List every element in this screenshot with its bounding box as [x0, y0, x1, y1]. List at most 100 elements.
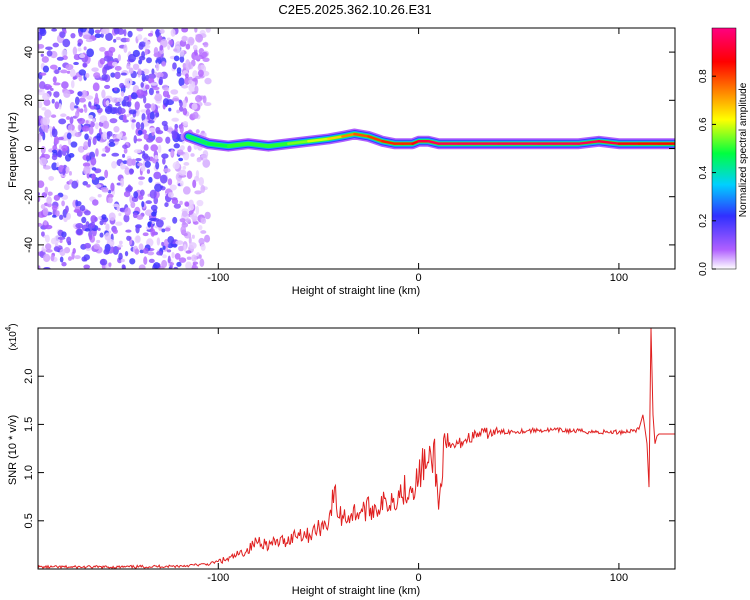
noise-speck — [159, 174, 168, 184]
noise-speck — [155, 62, 160, 72]
noise-speck — [106, 131, 113, 137]
noise-speck — [45, 249, 53, 253]
noise-speck — [96, 132, 101, 142]
ridge-core-segment — [267, 142, 290, 148]
noise-speck — [179, 124, 184, 134]
noise-speck — [161, 84, 169, 91]
noise-speck — [40, 204, 46, 210]
figure-title: C2E5.2025.362.10.26.E31 — [278, 2, 431, 17]
noise-speck — [158, 226, 163, 231]
noise-speck — [154, 154, 159, 160]
noise-speck — [77, 145, 85, 153]
noise-speck — [89, 105, 97, 110]
noise-speck — [149, 189, 157, 199]
noise-speck — [171, 130, 177, 135]
noise-speck — [84, 210, 91, 216]
noise-speck — [138, 43, 144, 50]
snr-frame — [37, 327, 676, 570]
noise-speck — [167, 255, 171, 264]
ridge-core-segment — [247, 142, 270, 148]
noise-speck — [137, 129, 143, 135]
noise-speck — [130, 92, 138, 100]
noise-speck — [153, 52, 162, 58]
noise-speck — [99, 58, 105, 65]
noise-speck — [163, 238, 169, 248]
noise-speck — [181, 84, 189, 89]
noise-speck — [83, 106, 88, 113]
noise-speck — [74, 96, 80, 106]
noise-speck — [176, 67, 182, 74]
noise-speck — [113, 87, 118, 92]
noise-speck — [190, 153, 195, 157]
noise-speck — [74, 131, 82, 138]
noise-speck — [93, 72, 101, 79]
noise-speck — [147, 120, 155, 124]
noise-speck — [148, 87, 154, 96]
noise-speck — [187, 145, 192, 153]
noise-speck — [203, 41, 209, 48]
noise-speck — [173, 203, 181, 209]
noise-speck — [95, 148, 99, 157]
snr-ticks: -100 0 100 0.5 1.0 1.5 2.0 — [23, 328, 675, 584]
noise-speck — [51, 98, 55, 104]
noise-speck — [131, 121, 135, 130]
noise-speck — [137, 68, 142, 76]
noise-speck — [83, 141, 89, 150]
y-tick-label: 20 — [23, 94, 35, 106]
noise-speck — [155, 72, 164, 78]
noise-speck — [105, 32, 113, 41]
noise-speck — [136, 89, 144, 97]
noise-speck — [145, 74, 150, 82]
noise-speck — [149, 127, 156, 133]
colorbar-ticks: 0.0 0.2 0.4 0.6 0.8 — [698, 69, 716, 276]
noise-speck — [58, 103, 62, 110]
noise-speck — [86, 95, 94, 100]
noise-speck — [101, 214, 107, 220]
noise-speck — [173, 55, 180, 62]
noise-speck — [168, 40, 173, 46]
noise-speck — [185, 261, 192, 269]
noise-speck — [138, 243, 144, 251]
noise-speck — [150, 228, 156, 237]
y-tick-label: 1.0 — [23, 465, 35, 480]
noise-speck — [115, 221, 123, 226]
snr-panel: -100 0 100 0.5 1.0 1.5 2.0 Height of straight … — [4, 323, 676, 597]
noise-speck — [99, 232, 104, 238]
noise-speck — [175, 240, 184, 245]
noise-speck — [198, 254, 202, 259]
noise-speck — [154, 93, 163, 102]
snr-x-axis-label: Height of straight line (km) — [292, 585, 420, 597]
ridge-core-segment — [577, 140, 601, 145]
noise-speck — [170, 28, 176, 37]
noise-speck — [66, 132, 72, 140]
noise-speck — [179, 100, 183, 107]
noise-speck — [115, 36, 121, 41]
noise-speck — [204, 102, 212, 107]
noise-speck — [43, 99, 51, 107]
noise-speck — [81, 216, 87, 224]
y-tick-label: 2.0 — [23, 369, 35, 384]
noise-speck — [86, 184, 91, 188]
noise-speck — [104, 232, 111, 241]
noise-speck — [104, 50, 109, 56]
noise-speck — [122, 160, 128, 165]
noise-speck — [70, 32, 76, 39]
noise-speck — [172, 118, 179, 122]
noise-speck — [178, 169, 187, 176]
noise-speck — [105, 100, 110, 106]
noise-speck — [134, 101, 140, 110]
noise-speck — [182, 121, 189, 127]
noise-speck — [83, 165, 91, 175]
noise-speck — [182, 62, 187, 69]
noise-speck — [116, 97, 124, 103]
noise-speck — [138, 264, 146, 269]
noise-speck — [172, 161, 180, 170]
noise-speck — [135, 225, 140, 234]
noise-speck — [104, 84, 111, 90]
noise-speck — [111, 97, 119, 103]
noise-speck — [148, 258, 155, 264]
noise-speck — [135, 158, 142, 162]
x-tick-label: 100 — [610, 272, 628, 284]
noise-speck — [61, 200, 65, 207]
noise-speck — [53, 246, 60, 252]
